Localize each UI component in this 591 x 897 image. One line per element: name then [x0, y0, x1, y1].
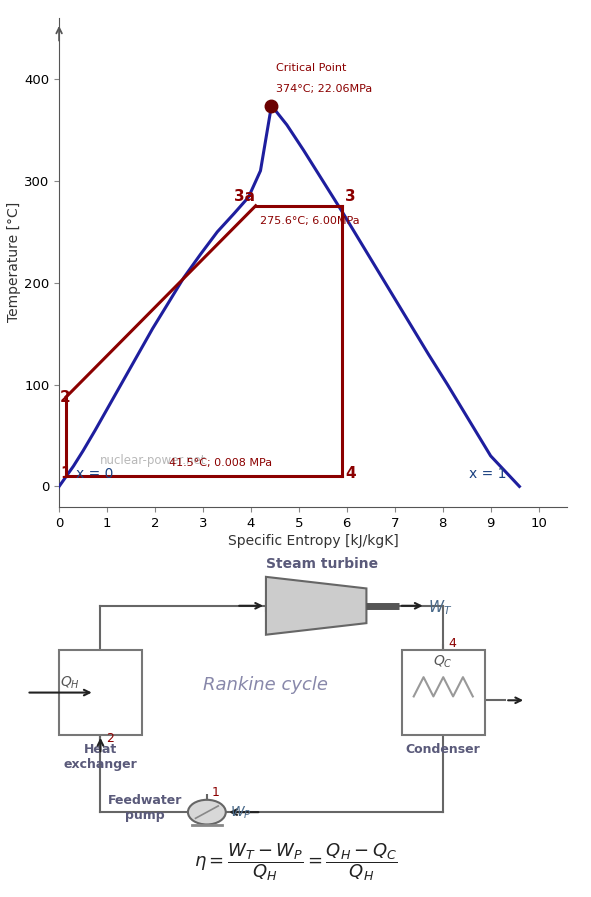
- Text: $W_T$: $W_T$: [428, 598, 453, 617]
- Text: Rankine cycle: Rankine cycle: [203, 675, 329, 694]
- X-axis label: Specific Entropy [kJ/kgK]: Specific Entropy [kJ/kgK]: [228, 534, 398, 548]
- Text: Feedwater
pump: Feedwater pump: [108, 794, 182, 823]
- Text: 2: 2: [60, 390, 71, 405]
- Text: 1: 1: [60, 466, 70, 482]
- Text: Condenser: Condenser: [406, 743, 480, 755]
- Text: Critical Point: Critical Point: [276, 63, 346, 73]
- Text: 3a: 3a: [234, 188, 255, 204]
- Text: nuclear-power.net: nuclear-power.net: [100, 454, 206, 467]
- Text: x = 1: x = 1: [469, 467, 506, 482]
- Circle shape: [188, 800, 226, 824]
- Text: $Q_H$: $Q_H$: [60, 675, 80, 691]
- Text: 374°C; 22.06MPa: 374°C; 22.06MPa: [276, 84, 372, 94]
- Text: $\eta = \dfrac{W_T - W_P}{Q_H} = \dfrac{Q_H - Q_C}{Q_H}$: $\eta = \dfrac{W_T - W_P}{Q_H} = \dfrac{…: [194, 841, 397, 884]
- Text: 4: 4: [448, 637, 456, 650]
- FancyBboxPatch shape: [59, 650, 142, 735]
- Text: Heat
exchanger: Heat exchanger: [64, 743, 137, 771]
- Text: Steam turbine: Steam turbine: [266, 557, 378, 571]
- Text: 1: 1: [212, 786, 219, 799]
- Text: 2: 2: [106, 732, 114, 745]
- Text: 3: 3: [345, 188, 356, 204]
- Y-axis label: Temperature [°C]: Temperature [°C]: [7, 202, 21, 323]
- Polygon shape: [266, 577, 366, 635]
- Text: 41.5°C; 0.008 MPa: 41.5°C; 0.008 MPa: [170, 458, 272, 468]
- Text: 275.6°C; 6.00MPa: 275.6°C; 6.00MPa: [259, 215, 359, 226]
- Text: 4: 4: [345, 466, 356, 482]
- Text: 3: 3: [269, 609, 277, 623]
- Text: x = 0: x = 0: [76, 467, 113, 482]
- Text: $W_P$: $W_P$: [230, 805, 252, 821]
- FancyBboxPatch shape: [402, 650, 485, 735]
- Text: $Q_C$: $Q_C$: [433, 654, 453, 670]
